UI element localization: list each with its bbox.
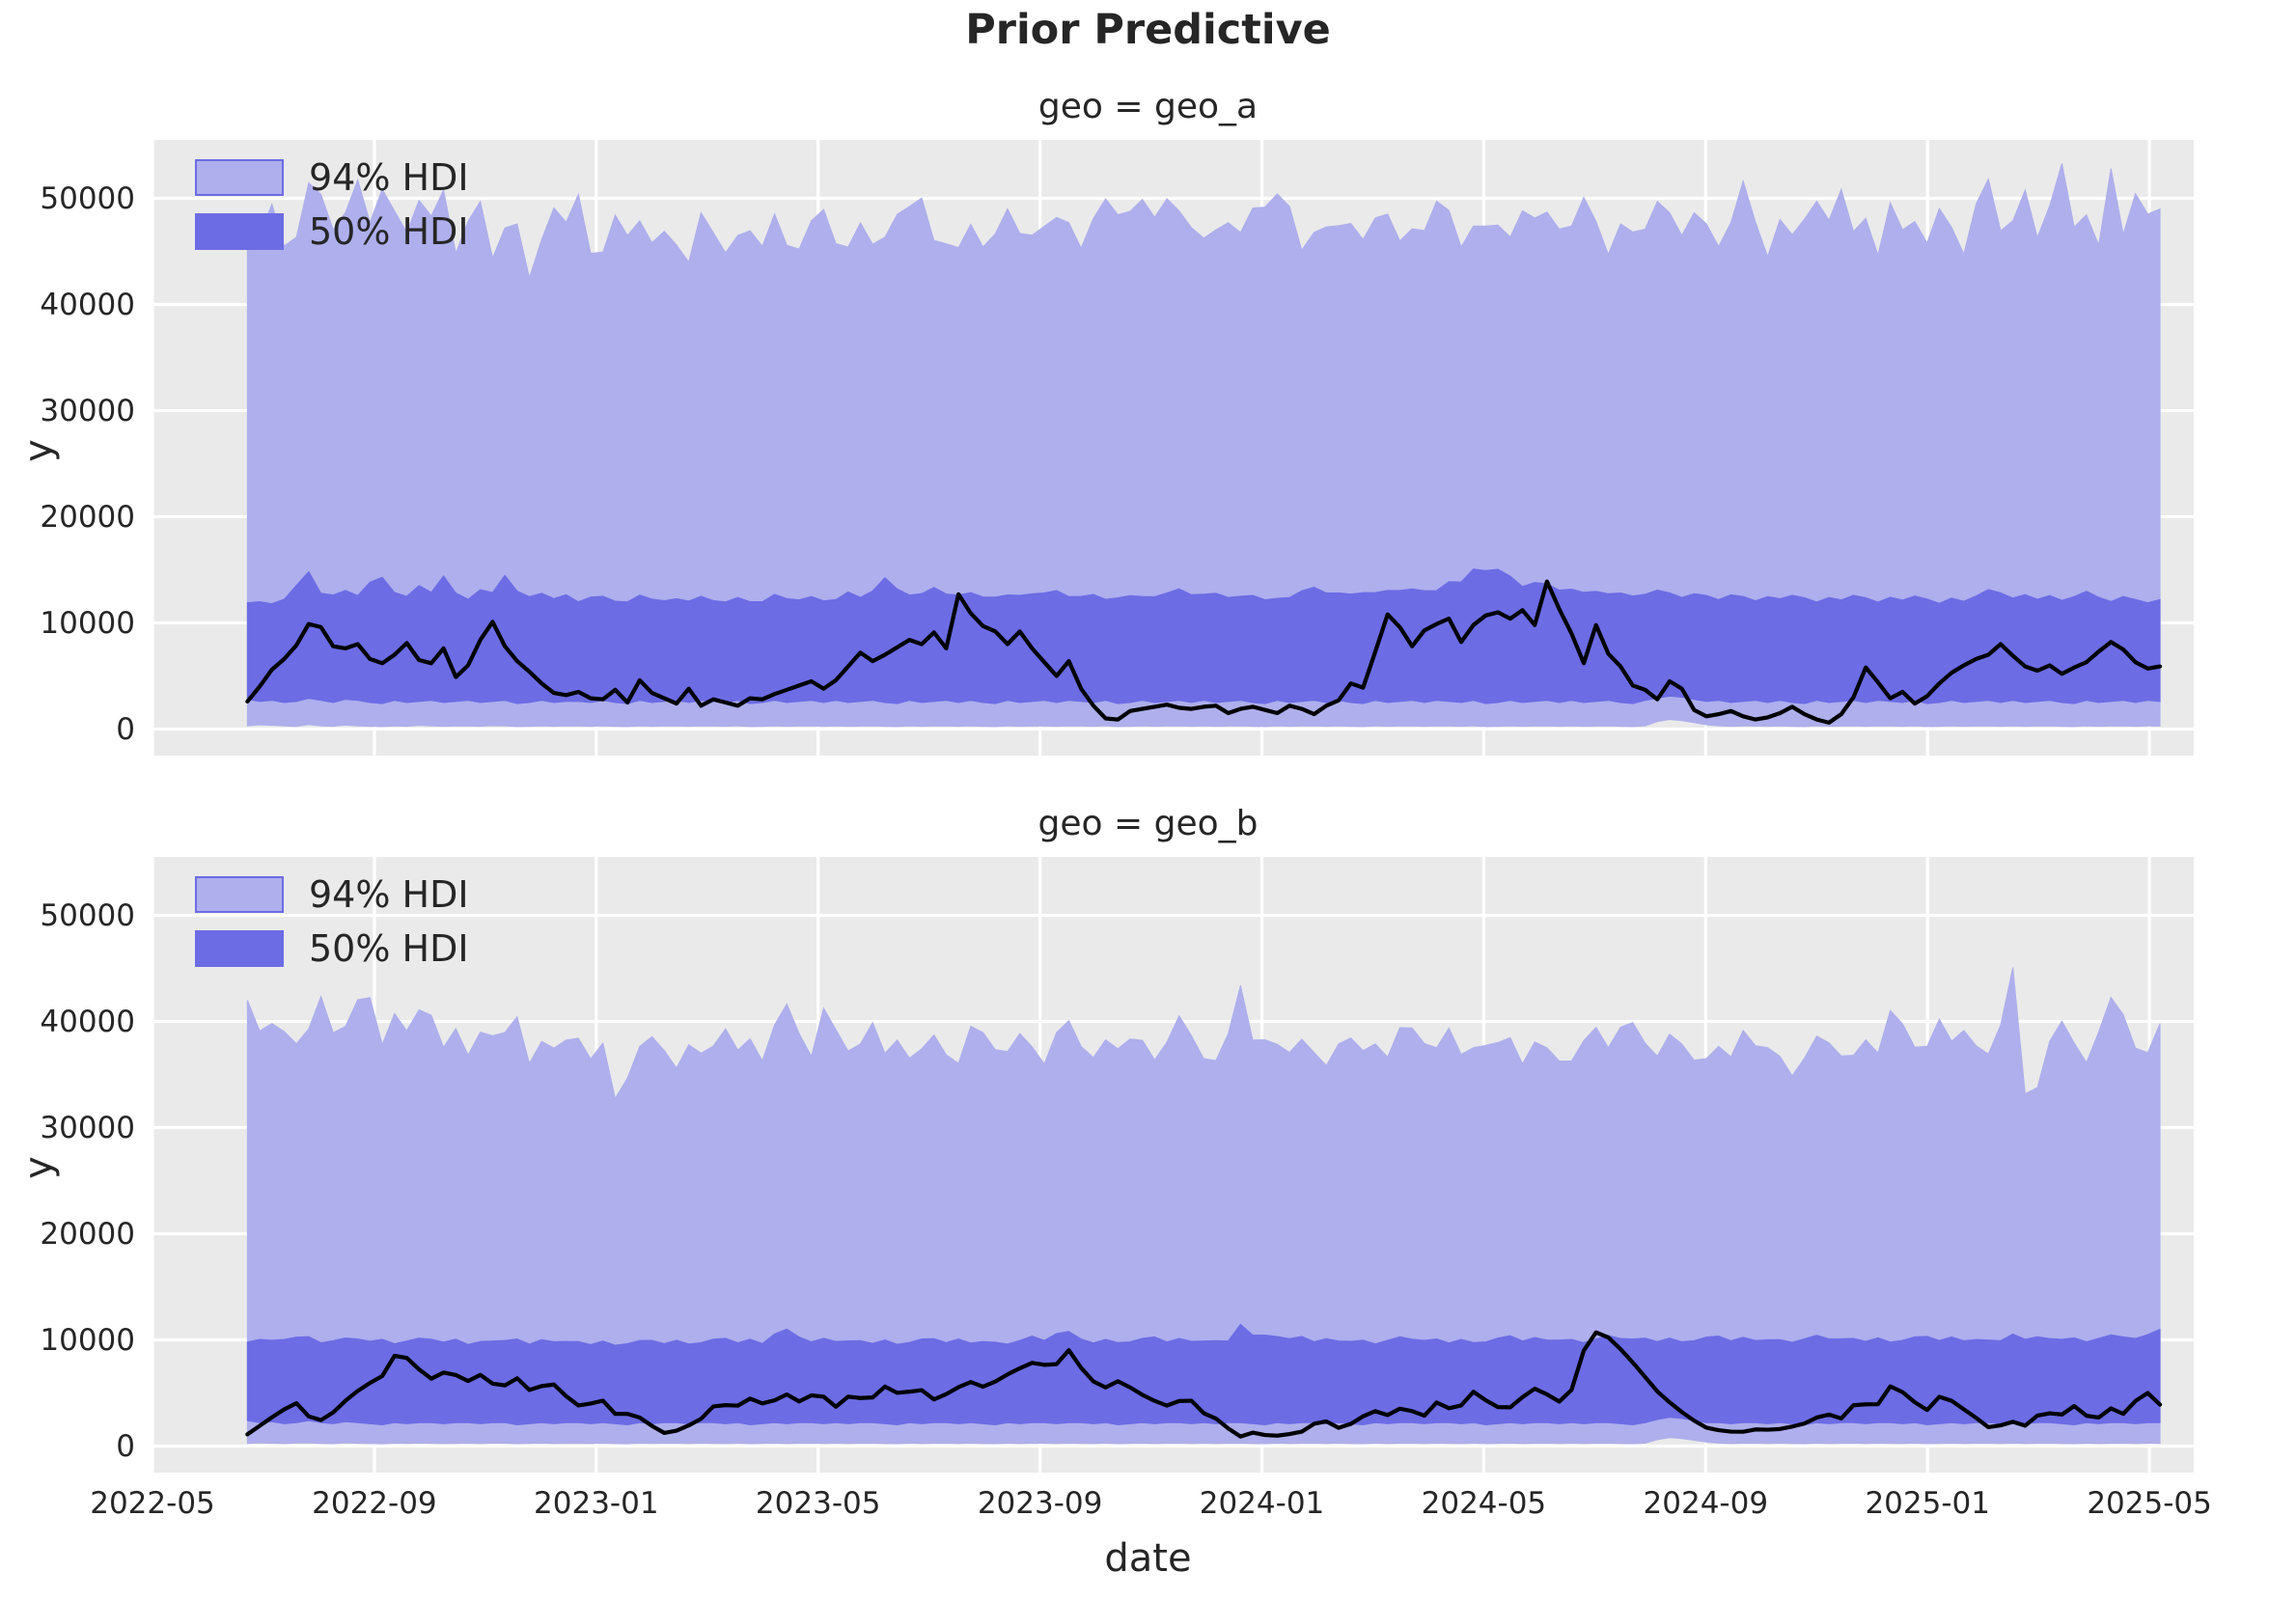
- y-tick-label: 0: [116, 1428, 135, 1464]
- legend-swatch-94-hdi: [195, 876, 284, 913]
- legend-geo-a: 94% HDI 50% HDI: [195, 159, 469, 250]
- legend-label-50-hdi: 50% HDI: [309, 210, 469, 253]
- plot-area-geo-a: [152, 140, 2194, 756]
- panel-title-geo-b: geo = geo_b: [1037, 804, 1259, 843]
- legend-item-50-hdi: 50% HDI: [195, 930, 469, 967]
- x-tick-label: 2025-05: [2087, 1486, 2212, 1521]
- legend-item-94-hdi: 94% HDI: [195, 876, 469, 913]
- legend-label-50-hdi: 50% HDI: [309, 927, 469, 970]
- legend-swatch-50-hdi: [195, 213, 284, 250]
- x-tick-label: 2025-01: [1865, 1486, 1990, 1521]
- plot-area-geo-b: [152, 857, 2194, 1473]
- y-tick-label: 40000: [40, 1004, 135, 1039]
- y-tick-label: 40000: [40, 287, 135, 322]
- x-tick-label: 2023-05: [755, 1486, 881, 1521]
- plot-svg-geo-b: [152, 857, 2194, 1473]
- x-tick-label: 2024-09: [1643, 1486, 1769, 1521]
- legend-label-94-hdi: 94% HDI: [309, 156, 469, 199]
- y-tick-label: 30000: [40, 1110, 135, 1145]
- legend-swatch-94-hdi: [195, 159, 284, 196]
- legend-item-94-hdi: 94% HDI: [195, 159, 469, 196]
- y-tick-label: 50000: [40, 897, 135, 933]
- legend-swatch-50-hdi: [195, 930, 284, 967]
- panel-title-geo-a: geo = geo_a: [1037, 87, 1259, 126]
- legend-item-50-hdi: 50% HDI: [195, 213, 469, 250]
- plot-svg-geo-a: [152, 140, 2194, 756]
- y-tick-label: 10000: [40, 1322, 135, 1358]
- x-axis-label: date: [1104, 1536, 1192, 1581]
- y-tick-label: 10000: [40, 605, 135, 641]
- x-tick-label: 2022-09: [312, 1486, 437, 1521]
- x-tick-label: 2023-01: [534, 1486, 659, 1521]
- y-axis-label-geo-a: y: [15, 439, 61, 462]
- figure-title: Prior Predictive: [965, 6, 1331, 54]
- x-tick-label: 2024-01: [1199, 1486, 1325, 1521]
- x-tick-label: 2022-05: [90, 1486, 215, 1521]
- y-tick-label: 30000: [40, 393, 135, 428]
- y-axis-label-geo-b: y: [15, 1156, 61, 1179]
- legend-label-94-hdi: 94% HDI: [309, 873, 469, 916]
- x-tick-label: 2023-09: [977, 1486, 1103, 1521]
- x-tick-label: 2024-05: [1421, 1486, 1547, 1521]
- y-tick-label: 0: [116, 711, 135, 747]
- legend-geo-b: 94% HDI 50% HDI: [195, 876, 469, 967]
- y-tick-label: 20000: [40, 499, 135, 535]
- y-tick-label: 20000: [40, 1216, 135, 1252]
- y-tick-label: 50000: [40, 180, 135, 216]
